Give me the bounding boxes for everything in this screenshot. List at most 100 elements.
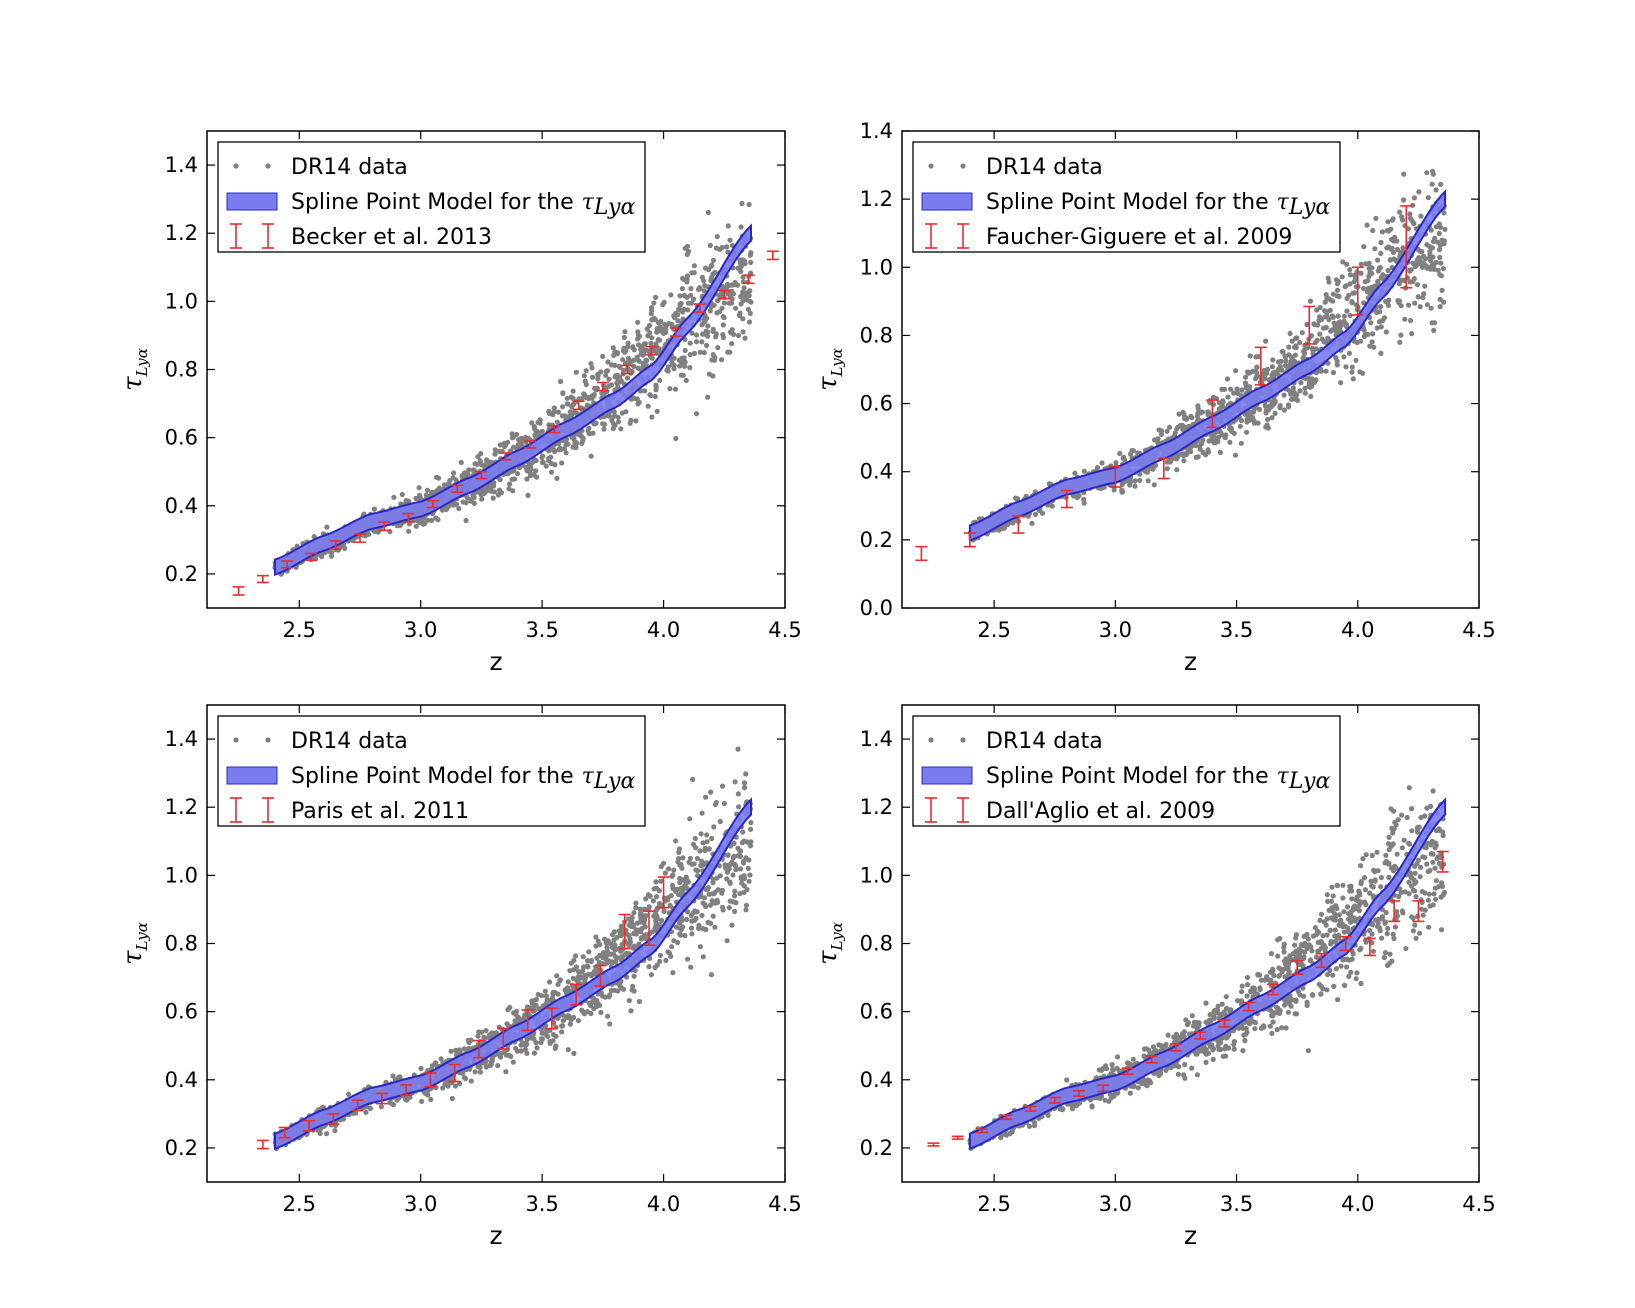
scatter-point — [423, 492, 429, 498]
scatter-point — [633, 905, 639, 911]
scatter-point — [1437, 254, 1443, 260]
legend-label-model-tau: τ — [1277, 190, 1290, 215]
scatter-point — [1332, 324, 1338, 330]
scatter-point — [422, 520, 428, 527]
scatter-point — [608, 382, 615, 388]
scatter-point — [1349, 369, 1355, 375]
scatter-point — [684, 251, 690, 258]
scatter-point — [1285, 402, 1292, 408]
scatter-point — [565, 979, 571, 985]
scatter-point — [1385, 267, 1391, 274]
legend-label-model: Spline Point Model for the τLyα — [291, 190, 635, 220]
scatter-point — [1117, 450, 1123, 457]
scatter-point — [581, 373, 588, 379]
scatter-point — [606, 994, 612, 1000]
scatter-point — [649, 317, 655, 323]
scatter-point — [736, 847, 743, 854]
scatter-point — [1341, 313, 1347, 319]
scatter-point — [448, 1048, 454, 1054]
scatter-point — [318, 552, 324, 559]
scatter-point — [1438, 181, 1444, 187]
scatter-point — [1255, 420, 1261, 426]
y-tick-label: 0.6 — [165, 426, 198, 450]
scatter-point — [543, 463, 549, 469]
scatter-point — [522, 1046, 529, 1053]
scatter-point — [618, 948, 624, 954]
scatter-point — [1378, 350, 1384, 356]
scatter-point — [726, 300, 732, 306]
scatter-point — [1305, 343, 1311, 349]
scatter-point — [546, 456, 552, 462]
scatter-point — [1422, 283, 1428, 289]
scatter-point — [1406, 302, 1412, 308]
scatter-point — [1422, 262, 1428, 268]
scatter-point — [730, 291, 737, 297]
errorbar — [354, 533, 366, 544]
scatter-point — [498, 490, 505, 496]
scatter-point — [588, 361, 594, 367]
scatter-point — [667, 386, 673, 392]
scatter-point — [1412, 300, 1418, 306]
scatter-point — [1338, 380, 1344, 386]
scatter-point — [1111, 487, 1117, 493]
scatter-point — [1366, 273, 1372, 279]
scatter-point — [741, 259, 748, 265]
scatter-point — [1283, 358, 1289, 364]
scatter-point — [490, 495, 496, 501]
scatter-point — [693, 339, 700, 345]
scatter-point — [1032, 511, 1038, 517]
scatter-point — [1418, 213, 1424, 219]
scatter-point — [742, 335, 748, 341]
scatter-point — [1358, 261, 1364, 267]
scatter-point — [658, 878, 664, 884]
errorbar — [378, 521, 391, 532]
scatter-point — [1409, 331, 1415, 337]
scatter-point — [682, 347, 688, 354]
scatter-point — [1294, 335, 1300, 341]
scatter-point — [1414, 282, 1421, 288]
scatter-point — [1335, 313, 1341, 319]
scatter-point — [732, 779, 738, 785]
scatter-point — [713, 800, 719, 806]
scatter-point — [1420, 253, 1427, 259]
scatter-point — [748, 250, 754, 256]
scatter-point — [687, 340, 693, 346]
scatter-point — [546, 408, 552, 414]
errorbar — [329, 540, 342, 550]
scatter-point — [1279, 349, 1285, 355]
scatter-point — [1269, 364, 1275, 370]
scatter-point — [1377, 265, 1383, 271]
scatter-point — [435, 517, 441, 523]
scatter-point — [670, 970, 676, 976]
scatter-point — [1428, 263, 1434, 270]
legend-marker-errorbar — [230, 223, 242, 249]
scatter-point — [627, 420, 633, 426]
scatter-point — [1205, 409, 1211, 415]
scatter-point — [625, 340, 631, 346]
scatter-point — [1379, 229, 1385, 235]
scatter-point — [1233, 368, 1239, 374]
scatter-point — [661, 299, 667, 305]
scatter-point — [747, 872, 753, 878]
scatter-point — [715, 345, 721, 351]
scatter-point — [600, 954, 606, 961]
legend-label-model-text: Spline Point Model for the — [291, 190, 574, 215]
scatter-point — [1122, 457, 1128, 463]
scatter-point — [736, 853, 742, 859]
scatter-point — [720, 314, 726, 320]
scatter-point — [523, 464, 529, 470]
x-tick-label: 3.5 — [525, 618, 558, 642]
scatter-point — [605, 359, 611, 365]
scatter-point — [1376, 319, 1382, 325]
scatter-point — [617, 983, 623, 989]
scatter-point — [535, 991, 541, 998]
scatter-point — [391, 494, 397, 500]
scatter-point — [641, 351, 647, 357]
scatter-point — [687, 352, 693, 358]
scatter-point — [493, 1030, 499, 1036]
scatter-point — [669, 321, 675, 328]
scatter-point — [572, 409, 578, 415]
scatter-point — [635, 319, 641, 325]
scatter-point — [371, 506, 377, 512]
